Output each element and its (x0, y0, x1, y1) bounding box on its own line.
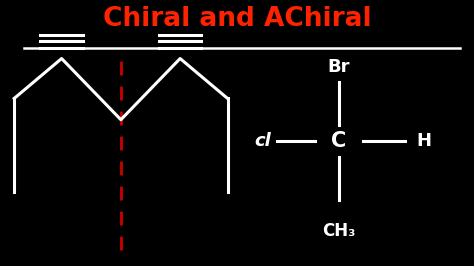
Text: cl: cl (255, 132, 272, 150)
Text: Br: Br (328, 57, 350, 76)
Text: C: C (331, 131, 346, 151)
Text: H: H (417, 132, 432, 150)
Text: CH₃: CH₃ (322, 222, 356, 240)
Text: Chiral and AChiral: Chiral and AChiral (103, 6, 371, 32)
